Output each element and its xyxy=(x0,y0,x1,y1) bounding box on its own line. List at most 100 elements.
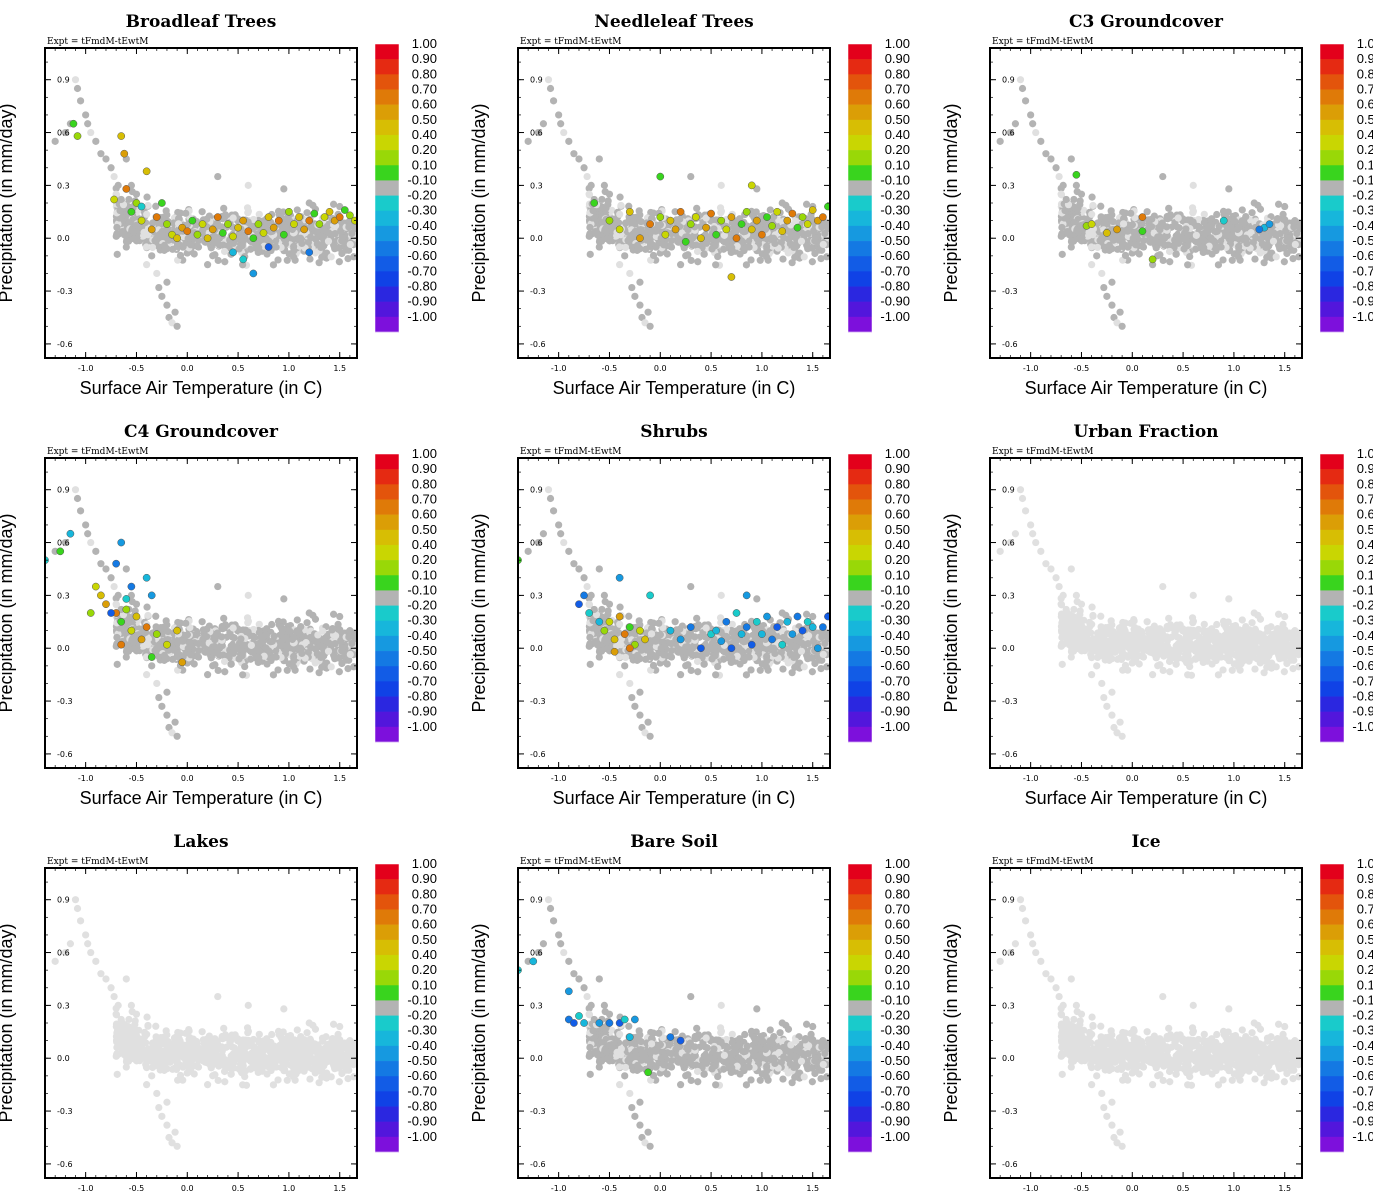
scatter-point-neutral xyxy=(113,660,121,668)
scatter-point-positive xyxy=(727,213,736,221)
scatter-point-neutral xyxy=(1109,217,1117,226)
scatter-point-neutral xyxy=(1108,278,1116,286)
x-tick-label: 1.0 xyxy=(283,364,296,373)
colorbar-label: 0.20 xyxy=(1357,142,1373,157)
scatter-point-neutral xyxy=(295,629,303,637)
colorbar-label: -0.60 xyxy=(1352,248,1373,263)
scatter-point-neutral xyxy=(687,256,695,265)
scatter-point-neutral xyxy=(179,637,187,645)
scatter-point-positive xyxy=(239,216,248,225)
scatter-point-neutral xyxy=(187,241,195,249)
scatter-point-positive xyxy=(1072,170,1081,179)
scatter-point-neutral xyxy=(184,644,192,652)
colorbar-label: 0.10 xyxy=(412,157,437,172)
scatter-point-neutral xyxy=(97,560,105,568)
scatter-point-neutral xyxy=(161,244,169,252)
scatter-point-neutral xyxy=(1088,210,1096,218)
scatter-point-neutral xyxy=(163,211,171,219)
scatter-point-neutral xyxy=(720,245,728,253)
scatter-point-neutral xyxy=(274,207,283,215)
colorbar-label: 0.70 xyxy=(1357,81,1373,96)
scatter-point-neutral xyxy=(589,206,597,215)
colorbar-swatch xyxy=(1320,44,1344,60)
scatter-point-neutral xyxy=(211,232,219,241)
scatter-point-positive xyxy=(819,213,827,221)
colorbar-label: -0.30 xyxy=(880,203,910,218)
scatter-point-positive xyxy=(122,185,131,193)
scatter-point-positive xyxy=(697,234,705,243)
scatter-point-neutral xyxy=(628,283,636,292)
scatter-point-neutral xyxy=(1118,322,1126,330)
colorbar-swatch xyxy=(1320,210,1344,227)
scatter-point-neutral xyxy=(1144,216,1152,224)
scatter-point-neutral xyxy=(1164,215,1172,223)
scatter-point-neutral xyxy=(116,206,124,215)
scatter-point-neutral xyxy=(1173,238,1181,246)
scatter-point-neutral xyxy=(283,256,291,264)
scatter-point-neutral xyxy=(227,660,235,668)
scatter-point-neutral xyxy=(784,249,792,257)
colorbar-swatch xyxy=(375,134,399,151)
y-tick-label: 0.9 xyxy=(57,486,70,495)
colorbar-label: 0.20 xyxy=(412,552,437,567)
scatter-point-positive xyxy=(219,229,227,237)
colorbar-label: -0.70 xyxy=(1352,263,1373,278)
scatter-point-neutral xyxy=(1061,206,1069,215)
scatter-point-neutral xyxy=(1159,256,1167,265)
colorbar-label: -0.80 xyxy=(1352,279,1373,294)
colorbar-swatch xyxy=(848,271,872,287)
scatter-point-neutral xyxy=(1102,213,1110,222)
scatter-point-neutral xyxy=(61,538,69,547)
colorbar-label: 0.80 xyxy=(1357,66,1373,81)
scatter-point-neutral xyxy=(604,197,612,205)
scatter-point-neutral xyxy=(201,648,209,656)
colorbar-swatch xyxy=(375,271,399,287)
scatter-point-positive xyxy=(808,206,817,214)
scatter-point-positive xyxy=(676,207,685,216)
scatter-point-neutral xyxy=(272,653,280,661)
scatter-point-neutral xyxy=(87,538,95,547)
colorbar-swatch xyxy=(1320,316,1344,333)
scatter-point-neutral xyxy=(779,255,787,263)
scatter-point-neutral xyxy=(778,199,786,207)
scatter-point-positive xyxy=(798,213,807,221)
scatter-point-positive xyxy=(73,132,82,140)
scatter-point-neutral xyxy=(348,639,356,648)
scatter-point-positive xyxy=(117,617,126,626)
scatter-point-neutral xyxy=(318,644,327,652)
scatter-point-positive xyxy=(681,237,690,246)
scatter-point-neutral xyxy=(1128,221,1136,229)
scatter-point-neutral xyxy=(143,603,151,611)
scatter-point-positive xyxy=(173,626,181,635)
scatter-point-positive xyxy=(132,612,141,621)
colorbar-label: 0.60 xyxy=(1357,97,1373,112)
scatter-point-neutral xyxy=(311,615,320,623)
scatter-point-neutral xyxy=(229,214,237,222)
scatter-point-neutral xyxy=(176,619,184,627)
scatter-point-neutral xyxy=(283,666,291,674)
scatter-point-neutral xyxy=(250,632,258,641)
panel-title: Broadleaf Trees xyxy=(126,12,277,32)
scatter-point-neutral xyxy=(1047,155,1055,163)
scatter-point-neutral xyxy=(687,172,695,181)
scatter-point-neutral xyxy=(1018,84,1027,93)
scatter-point-neutral xyxy=(671,618,679,626)
scatter-point-neutral xyxy=(800,253,808,261)
scatter-point-neutral xyxy=(808,258,816,266)
scatter-point-positive xyxy=(310,209,319,218)
y-tick-label: -0.6 xyxy=(530,340,546,349)
scatter-point-neutral xyxy=(671,208,679,216)
colorbar-swatch xyxy=(848,89,872,105)
scatter-point-neutral xyxy=(255,244,263,252)
scatter-point-positive xyxy=(158,199,166,207)
colorbar-label: -0.90 xyxy=(880,294,910,309)
scatter-point-positive xyxy=(646,220,654,228)
colorbar-label: 0.60 xyxy=(885,97,910,112)
colorbar-frame xyxy=(374,453,400,743)
scatter-point-neutral xyxy=(1263,253,1271,261)
scatter-point-neutral xyxy=(114,591,122,599)
scatter-point-neutral xyxy=(1219,207,1228,215)
scatter-point-neutral xyxy=(1135,250,1143,258)
